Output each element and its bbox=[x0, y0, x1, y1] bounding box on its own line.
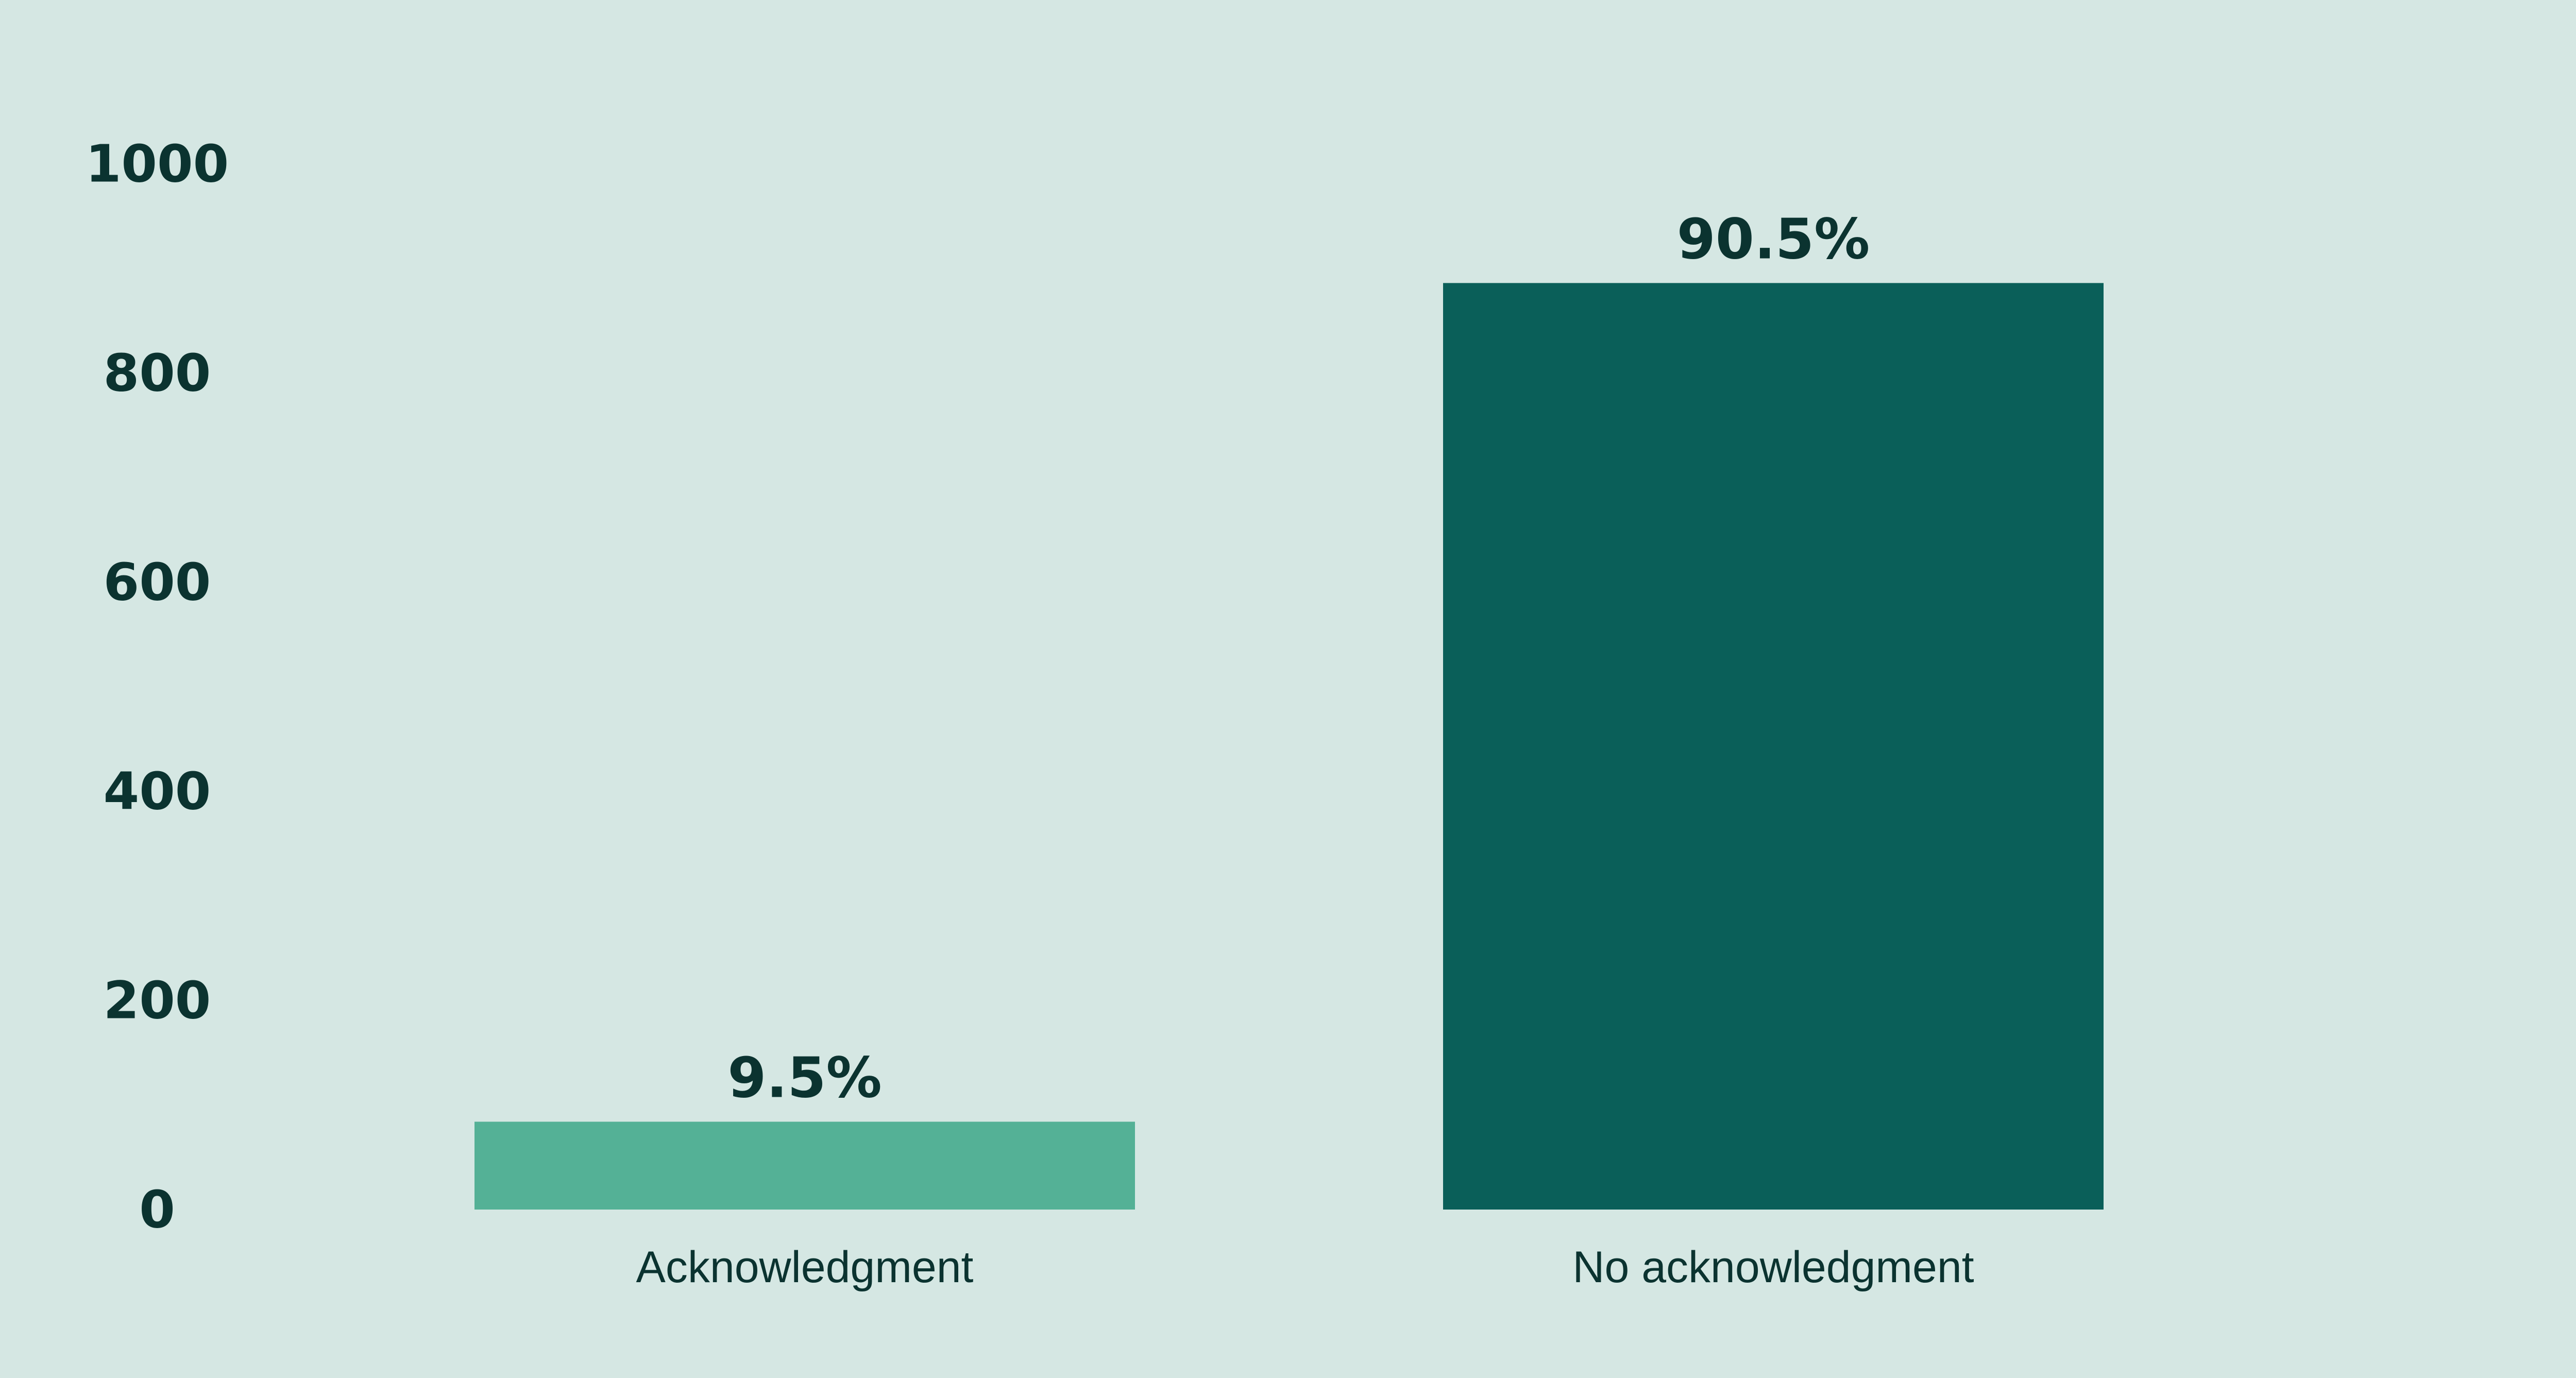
y-tick-label: 200 bbox=[104, 971, 211, 1031]
y-axis: 0 200 400 600 800 1000 bbox=[86, 134, 229, 1240]
bar bbox=[1443, 283, 2104, 1210]
data-labels: 9.5% 90.5% bbox=[727, 207, 1870, 1110]
x-axis: Acknowledgment No acknowledgment bbox=[636, 1243, 1974, 1292]
bars bbox=[474, 283, 2104, 1210]
data-label: 9.5% bbox=[727, 1046, 882, 1110]
x-tick-label: Acknowledgment bbox=[636, 1243, 974, 1292]
y-tick-label: 1000 bbox=[86, 134, 229, 194]
y-tick-label: 400 bbox=[104, 761, 211, 822]
bar bbox=[474, 1121, 1135, 1210]
y-tick-label: 600 bbox=[104, 552, 211, 613]
y-tick-label: 800 bbox=[104, 343, 211, 403]
y-tick-label: 0 bbox=[139, 1180, 175, 1240]
data-label: 90.5% bbox=[1677, 207, 1870, 271]
x-tick-label: No acknowledgment bbox=[1572, 1243, 1974, 1292]
